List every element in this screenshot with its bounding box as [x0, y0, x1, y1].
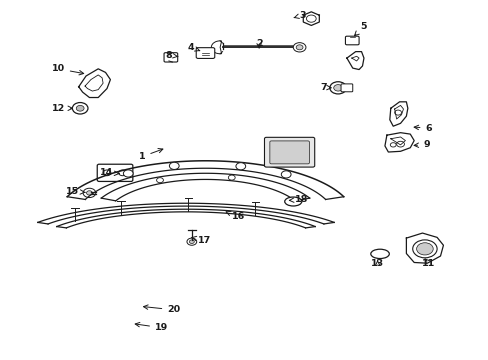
FancyBboxPatch shape	[340, 84, 352, 92]
Circle shape	[86, 191, 92, 195]
Circle shape	[228, 175, 235, 180]
Circle shape	[281, 171, 290, 178]
Circle shape	[103, 170, 111, 176]
Text: 14: 14	[100, 168, 119, 177]
Text: 17: 17	[191, 236, 211, 245]
FancyBboxPatch shape	[196, 48, 214, 58]
Text: 13: 13	[370, 259, 384, 268]
Circle shape	[396, 141, 404, 147]
Ellipse shape	[370, 249, 388, 258]
Circle shape	[416, 243, 432, 255]
Text: 7: 7	[320, 83, 330, 92]
Text: 15: 15	[66, 187, 85, 196]
Ellipse shape	[284, 197, 301, 206]
Text: 18: 18	[289, 195, 308, 204]
Circle shape	[76, 105, 84, 111]
Text: 2: 2	[255, 39, 262, 48]
Circle shape	[72, 103, 88, 114]
Wedge shape	[211, 41, 221, 54]
Circle shape	[119, 170, 126, 176]
Text: 10: 10	[52, 64, 83, 75]
Circle shape	[389, 143, 395, 147]
Text: 19: 19	[135, 323, 168, 332]
Text: 4: 4	[187, 43, 199, 52]
Circle shape	[235, 163, 245, 170]
Text: 9: 9	[413, 140, 429, 149]
Circle shape	[394, 110, 401, 115]
FancyBboxPatch shape	[97, 164, 133, 181]
Circle shape	[156, 178, 163, 183]
Circle shape	[306, 15, 316, 22]
Text: 1: 1	[139, 149, 163, 161]
Text: 6: 6	[413, 123, 431, 132]
Text: 8: 8	[165, 51, 178, 60]
Circle shape	[333, 85, 342, 91]
Text: 5: 5	[354, 22, 366, 36]
FancyBboxPatch shape	[264, 137, 314, 167]
Circle shape	[296, 45, 303, 50]
Circle shape	[329, 82, 346, 94]
Circle shape	[186, 238, 196, 245]
FancyBboxPatch shape	[163, 53, 177, 62]
Text: 3: 3	[294, 10, 305, 19]
Text: 11: 11	[421, 259, 434, 268]
Text: 12: 12	[52, 104, 72, 113]
FancyBboxPatch shape	[269, 141, 309, 164]
Circle shape	[293, 42, 305, 52]
Circle shape	[123, 170, 133, 177]
Circle shape	[169, 162, 179, 170]
Circle shape	[83, 188, 96, 198]
Text: 16: 16	[225, 211, 245, 221]
Text: 20: 20	[143, 305, 180, 314]
Circle shape	[412, 240, 436, 258]
FancyBboxPatch shape	[345, 36, 358, 45]
Circle shape	[189, 240, 194, 243]
